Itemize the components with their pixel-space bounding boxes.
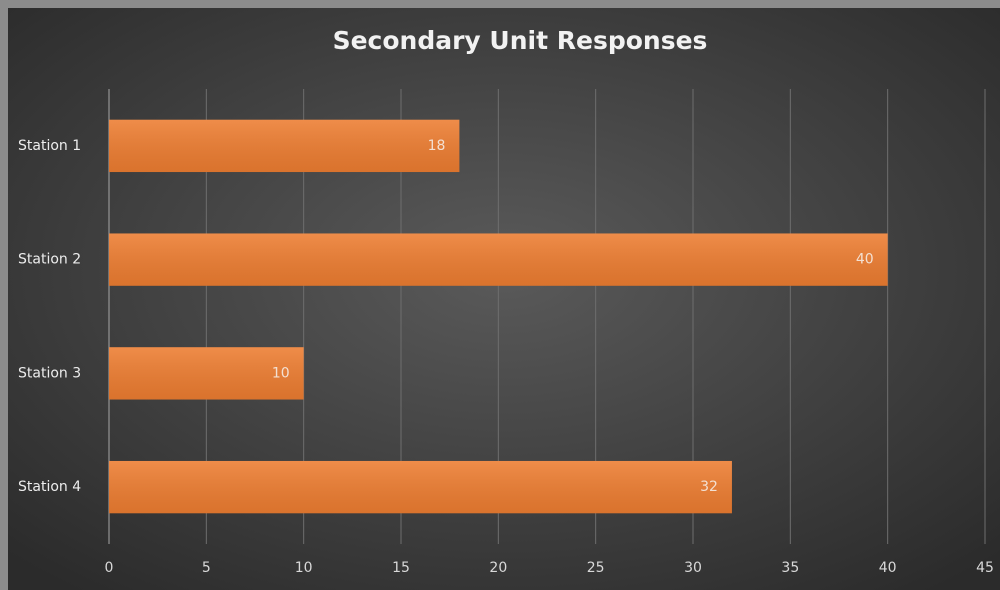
x-tick-label: 10 (295, 560, 313, 576)
y-tick-label: Station 2 (18, 252, 81, 268)
data-label: 10 (272, 365, 290, 381)
chart-title: Secondary Unit Responses (333, 26, 708, 55)
bar-shade (109, 233, 888, 286)
x-tick-label: 20 (489, 560, 507, 576)
y-tick-label: Station 4 (18, 479, 81, 495)
y-tick-label: Station 3 (18, 365, 81, 381)
data-label: 32 (700, 479, 718, 495)
bar-shade (109, 347, 304, 400)
x-tick-label: 15 (392, 560, 410, 576)
x-tick-label: 30 (684, 560, 702, 576)
x-tick-label: 40 (879, 560, 897, 576)
x-tick-label: 35 (781, 560, 799, 576)
x-tick-label: 25 (587, 560, 605, 576)
data-label: 40 (856, 252, 874, 268)
data-label: 18 (428, 138, 446, 154)
y-tick-label: Station 1 (18, 138, 81, 154)
bar-shade (109, 119, 460, 173)
x-tick-label: 0 (105, 560, 114, 576)
x-tick-label: 5 (202, 560, 211, 576)
bar-shade (109, 460, 732, 514)
x-tick-label: 45 (976, 560, 994, 576)
